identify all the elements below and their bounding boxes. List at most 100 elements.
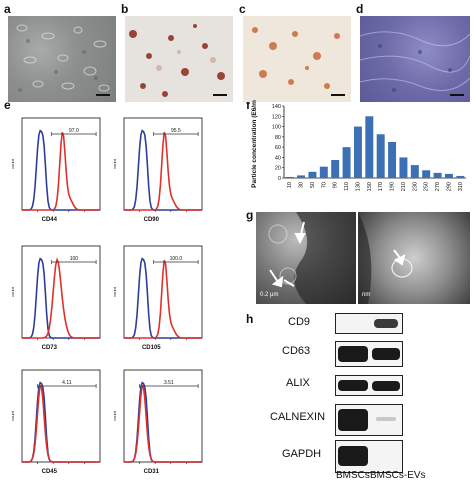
marker-label: CD45 — [42, 469, 58, 475]
x-tick-label: 10 — [287, 182, 293, 188]
count-axis-label: count — [112, 410, 117, 421]
tem-image-right: nm — [358, 212, 470, 304]
gate-percentage: 95.5 — [171, 128, 181, 134]
marker-label: CD90 — [144, 217, 160, 223]
x-tick-label: 30 — [299, 182, 305, 188]
marker-label: CD73 — [42, 345, 58, 351]
wb-strip-cd63 — [335, 341, 403, 367]
flow-plot-cd73: 100 CD73 count — [10, 245, 101, 351]
bar-270 — [433, 172, 442, 178]
micrograph-d-toluidine-staining — [360, 16, 470, 102]
bar-30 — [297, 175, 306, 178]
gate-percentage: 4.11 — [62, 380, 72, 386]
bar-150 — [365, 116, 374, 178]
bar-130 — [353, 126, 362, 178]
panel-label-c: c — [239, 2, 246, 16]
arrow-icon — [269, 221, 306, 288]
bar-110 — [342, 147, 351, 178]
wb-label-alix: ALIX — [286, 377, 310, 389]
x-tick-label: 210 — [401, 182, 407, 191]
tem-left-texture — [268, 212, 356, 304]
count-axis-label: count — [10, 158, 15, 169]
flow-plot-cd44: 97.0 CD44 count — [10, 117, 101, 223]
y-tick-label: 60 — [275, 145, 281, 151]
tem-scale-label-left: 0.2 μm — [260, 292, 279, 298]
bar-250 — [422, 170, 431, 178]
wb-label-cd9: CD9 — [288, 316, 311, 328]
micrograph-c-alizarin-staining — [243, 16, 351, 102]
x-tick-label: 290 — [446, 182, 452, 191]
x-tick-label: 50 — [310, 182, 316, 188]
marker-histogram-line — [22, 257, 100, 339]
micrograph-a-texture — [16, 24, 110, 92]
y-axis-title: Particle concentration (E6/ml) — [251, 100, 258, 188]
x-tick-label: 90 — [333, 182, 339, 188]
scale-bar-d — [450, 94, 464, 96]
gate-percentage: 3.51 — [164, 380, 174, 386]
gate-percentage: 97.0 — [69, 128, 79, 134]
wb-label-calnexin: CALNEXIN — [270, 411, 326, 423]
y-tick-label: 120 — [272, 114, 281, 120]
panel-label-b: b — [121, 2, 129, 16]
micrograph-b-oil-red-staining — [125, 16, 233, 102]
bar-190 — [388, 142, 397, 178]
flow-cytometry-panel: 97.0CD44count95.5CD90count100CD73count10… — [10, 117, 203, 475]
marker-histogram-line — [124, 259, 202, 339]
bar-230 — [410, 165, 419, 178]
count-axis-label: count — [10, 410, 15, 421]
arrow-icon — [393, 249, 406, 266]
count-axis-label: count — [112, 286, 117, 297]
wb-label-gapdh: GAPDH — [282, 448, 322, 460]
y-tick-label: 140 — [272, 104, 281, 110]
x-tick-label: 150 — [367, 182, 373, 191]
marker-histogram-line — [22, 131, 100, 211]
bar-90 — [331, 160, 340, 178]
wb-band-cd9-evs — [374, 319, 398, 328]
x-tick-label: 130 — [355, 182, 361, 191]
panel-label-d: d — [356, 2, 364, 16]
panel-label-e: e — [4, 98, 11, 112]
flow-plot-cd31: 3.51 CD31 count — [112, 369, 203, 475]
marker-histogram-line — [124, 384, 202, 463]
marker-histogram-line — [124, 131, 202, 211]
micrograph-d-texture — [360, 31, 470, 92]
wb-lane-label-bmscs: BMSCs — [336, 470, 370, 481]
gate-percentage: 100 — [70, 256, 79, 262]
wb-band-alix-evs — [372, 381, 400, 391]
count-axis-label: count — [10, 286, 15, 297]
marker-histogram-line — [22, 384, 100, 463]
wb-strip-calnexin — [335, 404, 403, 436]
bar-10 — [285, 176, 294, 178]
bar-290 — [444, 173, 453, 178]
flow-plot-cd45: 4.11 CD45 count — [10, 369, 101, 475]
y-tick-label: 0 — [278, 176, 281, 182]
wb-band-gapdh-bmscs — [338, 446, 368, 466]
x-tick-label: 110 — [344, 182, 350, 191]
y-tick-label: 80 — [275, 135, 281, 141]
nta-particle-chart: 0 20 40 60 80 100 120 140 10 30 50 70 90 110 130 150 170… — [251, 100, 466, 191]
gate-percentage: 100.0 — [170, 256, 183, 262]
tem-image-left: 0.2 μm — [256, 212, 356, 304]
bar-310 — [456, 175, 465, 178]
wb-band-cd63-bmscs — [338, 346, 368, 362]
scale-bar-b — [213, 94, 227, 96]
y-tick-label: 20 — [275, 166, 281, 172]
x-tick-label: 190 — [390, 182, 396, 191]
wb-strip-alix — [335, 375, 403, 396]
marker-label: CD105 — [142, 345, 161, 351]
y-tick-label: 40 — [275, 155, 281, 161]
bar-50 — [308, 171, 317, 178]
bar-170 — [376, 134, 385, 178]
wb-lane-label-bmscs-evs: BMSCs-EVs — [370, 470, 426, 481]
panel-label-h: h — [246, 312, 254, 326]
x-tick-label: 230 — [412, 182, 418, 191]
wb-strip-gapdh — [335, 440, 403, 473]
scale-bar-a — [96, 94, 110, 96]
tem-scale-label-right: nm — [362, 292, 371, 298]
panel-label-f: f — [246, 98, 250, 112]
wb-band-alix-bmscs — [338, 380, 368, 391]
marker-label: CD31 — [144, 469, 160, 475]
x-tick-label: 70 — [321, 182, 327, 188]
flow-plot-cd105: 100.0 CD105 count — [112, 245, 203, 351]
bar-70 — [319, 166, 328, 178]
